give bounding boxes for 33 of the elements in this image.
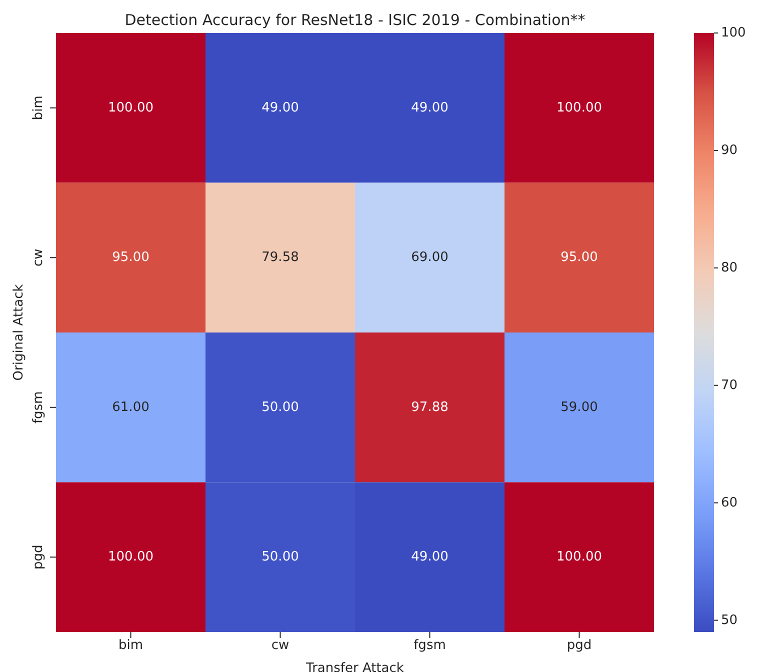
y-axis-title: Original Attack xyxy=(12,284,27,381)
x-axis-title: Transfer Attack xyxy=(305,661,404,672)
color-bar-label: 60 xyxy=(721,495,738,510)
data-label: 49.00 xyxy=(411,100,448,116)
color-bar-label: 80 xyxy=(721,260,738,276)
data-label: 100.00 xyxy=(556,550,602,565)
x-tick-label: bim xyxy=(118,638,144,654)
y-tick-label: fgsm xyxy=(31,391,46,424)
data-label: 95.00 xyxy=(112,250,150,266)
color-bar-label: 100 xyxy=(721,26,746,40)
data-label: 69.00 xyxy=(411,250,448,266)
color-bar-label: 50 xyxy=(721,612,738,628)
data-label: 49.00 xyxy=(411,550,448,565)
y-tick-label: pgd xyxy=(31,544,46,570)
data-label: 50.00 xyxy=(262,550,299,565)
x-tick-label: fgsm xyxy=(414,638,446,654)
y-tick-label: bim xyxy=(31,96,46,120)
data-label: 50.00 xyxy=(262,400,299,415)
data-label: 49.00 xyxy=(262,100,299,116)
y-tick-label: cw xyxy=(31,248,46,267)
color-bar-label: 90 xyxy=(721,142,738,158)
data-label: 97.88 xyxy=(411,400,448,415)
data-label: 59.00 xyxy=(560,400,598,415)
color-bar-label: 70 xyxy=(721,378,738,393)
data-label: 100.00 xyxy=(108,550,154,565)
data-label: 95.00 xyxy=(560,250,598,266)
chart-title: Detection Accuracy for ResNet18 - ISIC 2019 - Combination** xyxy=(124,11,586,29)
data-label: 100.00 xyxy=(108,100,154,116)
data-label: 100.00 xyxy=(556,100,602,116)
x-tick-label: cw xyxy=(271,638,290,654)
data-label: 61.00 xyxy=(112,400,150,415)
x-tick-label: pgd xyxy=(566,638,592,654)
data-label: 79.58 xyxy=(262,250,299,266)
